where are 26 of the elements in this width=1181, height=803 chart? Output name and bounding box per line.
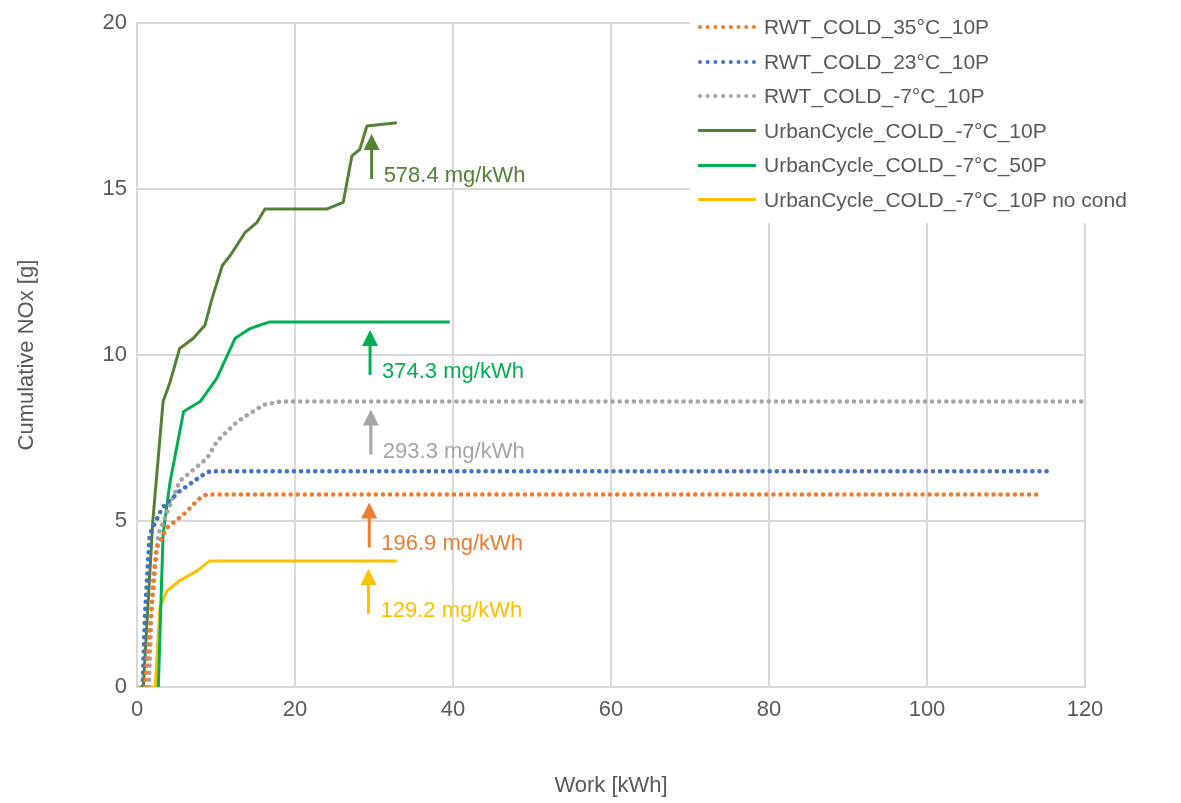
legend-label: UrbanCycle_COLD_-7°C_10P (764, 118, 1047, 143)
x-tick-label: 80 (756, 696, 782, 722)
x-axis-title: Work [kWh] (554, 771, 668, 797)
x-tick-label: 120 (1066, 696, 1104, 722)
legend-label: RWT_COLD_23°C_10P (764, 49, 990, 74)
x-tick-label: 40 (440, 696, 466, 722)
x-tick-label: 60 (598, 696, 624, 722)
y-tick-label: 15 (102, 175, 127, 201)
legend-label: UrbanCycle_COLD_-7°C_50P (764, 153, 1047, 178)
annotation: 196.9 mg/kWh (380, 530, 524, 557)
y-tick-label: 5 (114, 507, 127, 533)
legend-label: UrbanCycle_COLD_-7°C_10P no cond (764, 187, 1127, 212)
legend-label: RWT_COLD_-7°C_10P (764, 84, 985, 109)
annotation: 129.2 mg/kWh (379, 596, 523, 623)
annotation: 374.3 mg/kWh (381, 357, 524, 384)
x-tick-label: 100 (908, 696, 946, 722)
y-axis-title: Cumulative NOx [g] (13, 259, 39, 451)
annotation: 578.4 mg/kWh (382, 162, 526, 189)
x-tick-label: 0 (130, 696, 144, 722)
line-series (146, 399, 1085, 687)
annotation: 293.3 mg/kWh (381, 437, 525, 464)
y-tick-label: 20 (102, 9, 127, 35)
x-tick-label: 20 (282, 696, 308, 722)
y-tick-label: 10 (102, 341, 127, 367)
y-tick-label: 0 (114, 673, 127, 699)
legend-label: RWT_COLD_35°C_10P (764, 15, 990, 40)
